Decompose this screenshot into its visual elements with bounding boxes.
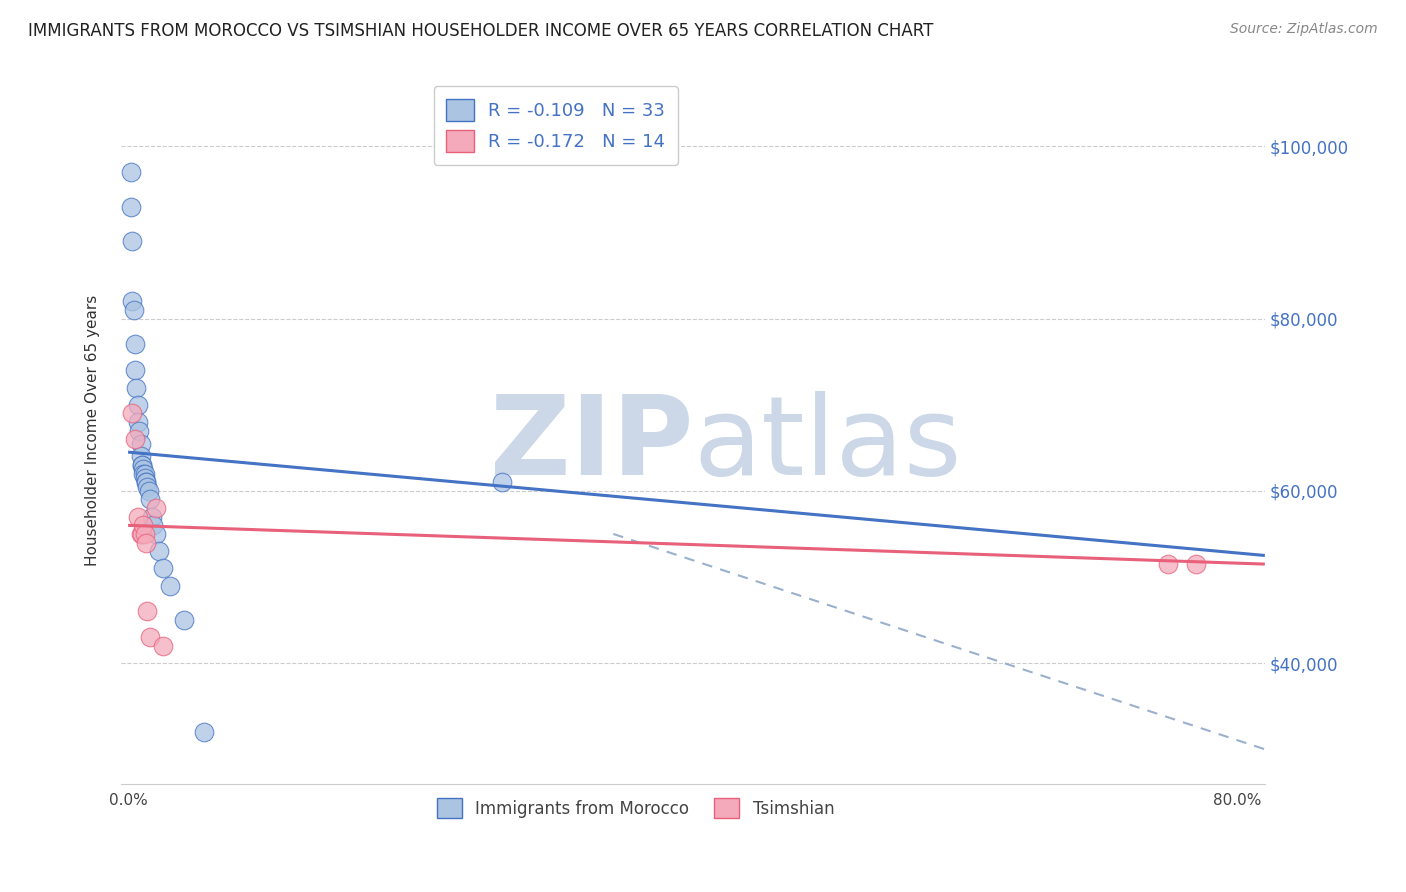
Point <box>125 380 148 394</box>
Point <box>1157 557 1180 571</box>
Point <box>124 432 146 446</box>
Y-axis label: Householder Income Over 65 years: Householder Income Over 65 years <box>86 295 100 566</box>
Point <box>129 527 152 541</box>
Point <box>129 436 152 450</box>
Point <box>127 415 149 429</box>
Legend: Immigrants from Morocco, Tsimshian: Immigrants from Morocco, Tsimshian <box>430 791 841 825</box>
Point <box>128 424 150 438</box>
Point <box>134 527 156 541</box>
Point <box>1184 557 1206 571</box>
Point <box>135 535 157 549</box>
Point <box>136 605 159 619</box>
Text: ZIP: ZIP <box>489 392 693 499</box>
Point <box>136 479 159 493</box>
Point <box>131 527 153 541</box>
Point <box>124 363 146 377</box>
Point <box>173 613 195 627</box>
Point <box>135 475 157 490</box>
Point <box>120 165 142 179</box>
Text: atlas: atlas <box>693 392 962 499</box>
Point <box>138 483 160 498</box>
Point <box>139 492 162 507</box>
Text: IMMIGRANTS FROM MOROCCO VS TSIMSHIAN HOUSEHOLDER INCOME OVER 65 YEARS CORRELATIO: IMMIGRANTS FROM MOROCCO VS TSIMSHIAN HOU… <box>28 22 934 40</box>
Point <box>121 406 143 420</box>
Point <box>129 450 152 464</box>
Point <box>127 398 149 412</box>
Point <box>134 467 156 481</box>
Point <box>134 471 156 485</box>
Point <box>193 725 215 739</box>
Point <box>152 639 174 653</box>
Point <box>491 475 513 490</box>
Point <box>131 458 153 472</box>
Point <box>131 458 153 472</box>
Point <box>127 509 149 524</box>
Point <box>159 579 181 593</box>
Point <box>142 518 165 533</box>
Point <box>145 527 167 541</box>
Point <box>135 475 157 490</box>
Point <box>132 518 155 533</box>
Point <box>124 337 146 351</box>
Point <box>132 467 155 481</box>
Point <box>152 561 174 575</box>
Point <box>141 509 163 524</box>
Point <box>132 462 155 476</box>
Point <box>145 501 167 516</box>
Point <box>121 294 143 309</box>
Point <box>139 630 162 644</box>
Point <box>120 200 142 214</box>
Point <box>121 234 143 248</box>
Point <box>122 303 145 318</box>
Text: Source: ZipAtlas.com: Source: ZipAtlas.com <box>1230 22 1378 37</box>
Point <box>148 544 170 558</box>
